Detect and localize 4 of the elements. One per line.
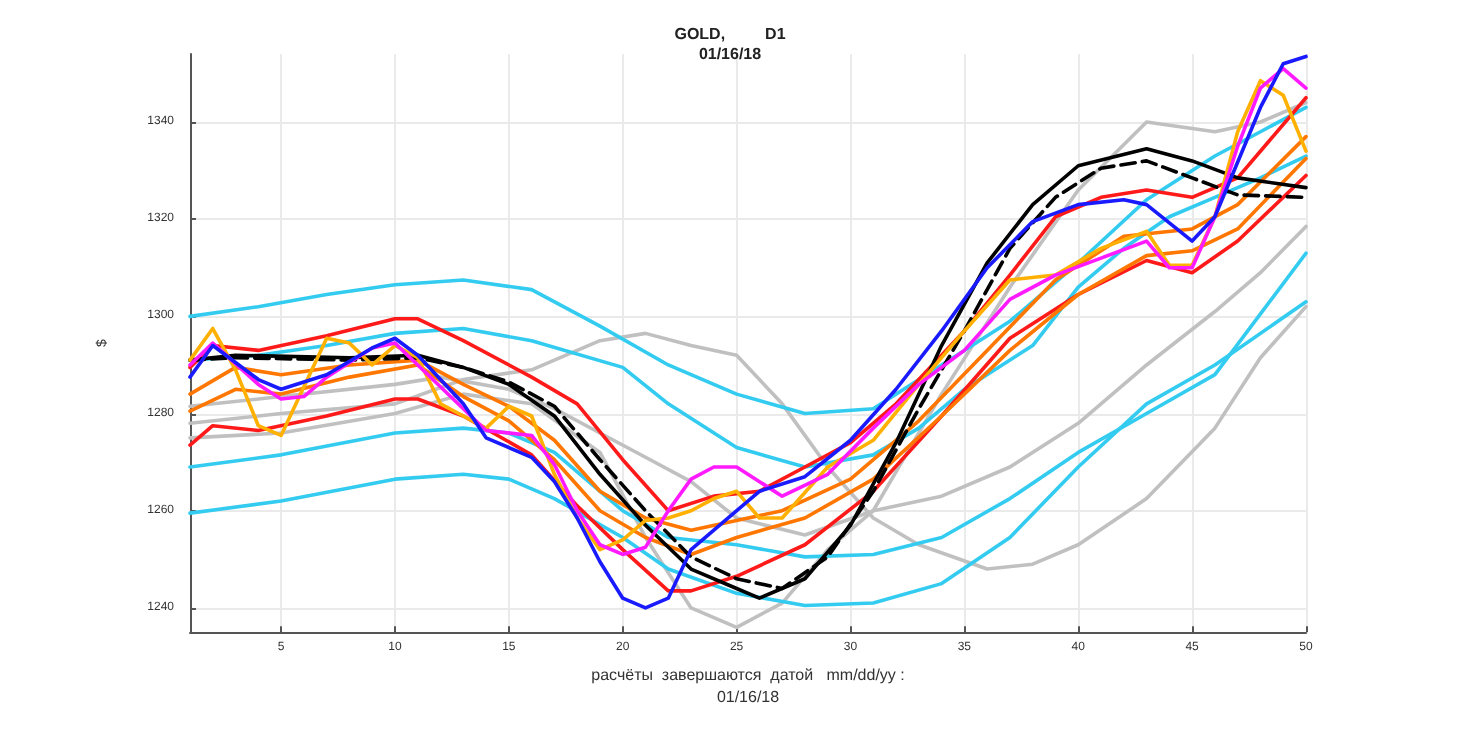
- line-series: [188, 105, 1308, 416]
- chart-title: GOLD, D1: [674, 25, 787, 43]
- x-axis-title: расчёты завершаются датой mm/dd/yy : 01/16/18: [591, 666, 905, 706]
- chart-subtitle: 01/16/18: [698, 45, 763, 63]
